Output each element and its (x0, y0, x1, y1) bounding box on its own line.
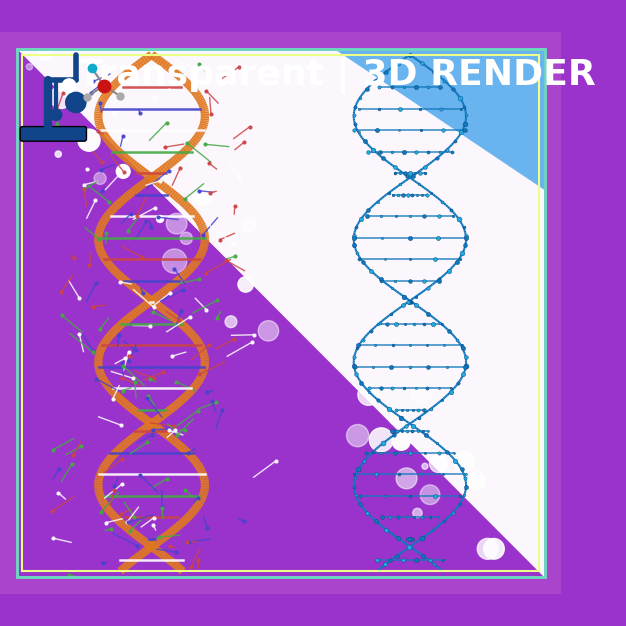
Circle shape (167, 213, 187, 234)
Circle shape (180, 232, 192, 244)
Circle shape (66, 92, 86, 113)
Circle shape (347, 424, 369, 447)
Circle shape (358, 384, 379, 406)
Circle shape (26, 64, 33, 70)
Circle shape (422, 463, 428, 470)
Circle shape (55, 151, 61, 157)
Circle shape (116, 165, 130, 178)
Circle shape (94, 172, 106, 185)
Circle shape (477, 538, 498, 559)
Circle shape (100, 96, 106, 103)
Circle shape (192, 185, 212, 205)
Circle shape (63, 79, 76, 92)
Circle shape (50, 86, 73, 108)
Circle shape (39, 47, 52, 61)
Circle shape (162, 249, 187, 274)
Circle shape (156, 215, 163, 222)
Circle shape (396, 468, 417, 489)
Circle shape (259, 321, 279, 341)
Circle shape (51, 109, 62, 120)
Circle shape (413, 508, 422, 518)
Circle shape (389, 415, 399, 424)
Circle shape (484, 538, 505, 559)
Circle shape (410, 383, 431, 404)
Circle shape (91, 80, 98, 88)
Circle shape (111, 110, 118, 115)
Circle shape (238, 277, 254, 292)
Circle shape (369, 428, 393, 452)
Circle shape (392, 432, 410, 450)
Polygon shape (0, 33, 562, 593)
Circle shape (420, 485, 440, 505)
Circle shape (225, 316, 237, 327)
Circle shape (429, 454, 448, 473)
Circle shape (468, 472, 485, 490)
Polygon shape (309, 33, 562, 201)
Text: Transparent | 3D RENDER: Transparent | 3D RENDER (78, 58, 596, 93)
Circle shape (121, 136, 128, 143)
Circle shape (454, 452, 475, 472)
Circle shape (242, 217, 256, 232)
Circle shape (78, 129, 100, 151)
FancyBboxPatch shape (20, 126, 86, 141)
